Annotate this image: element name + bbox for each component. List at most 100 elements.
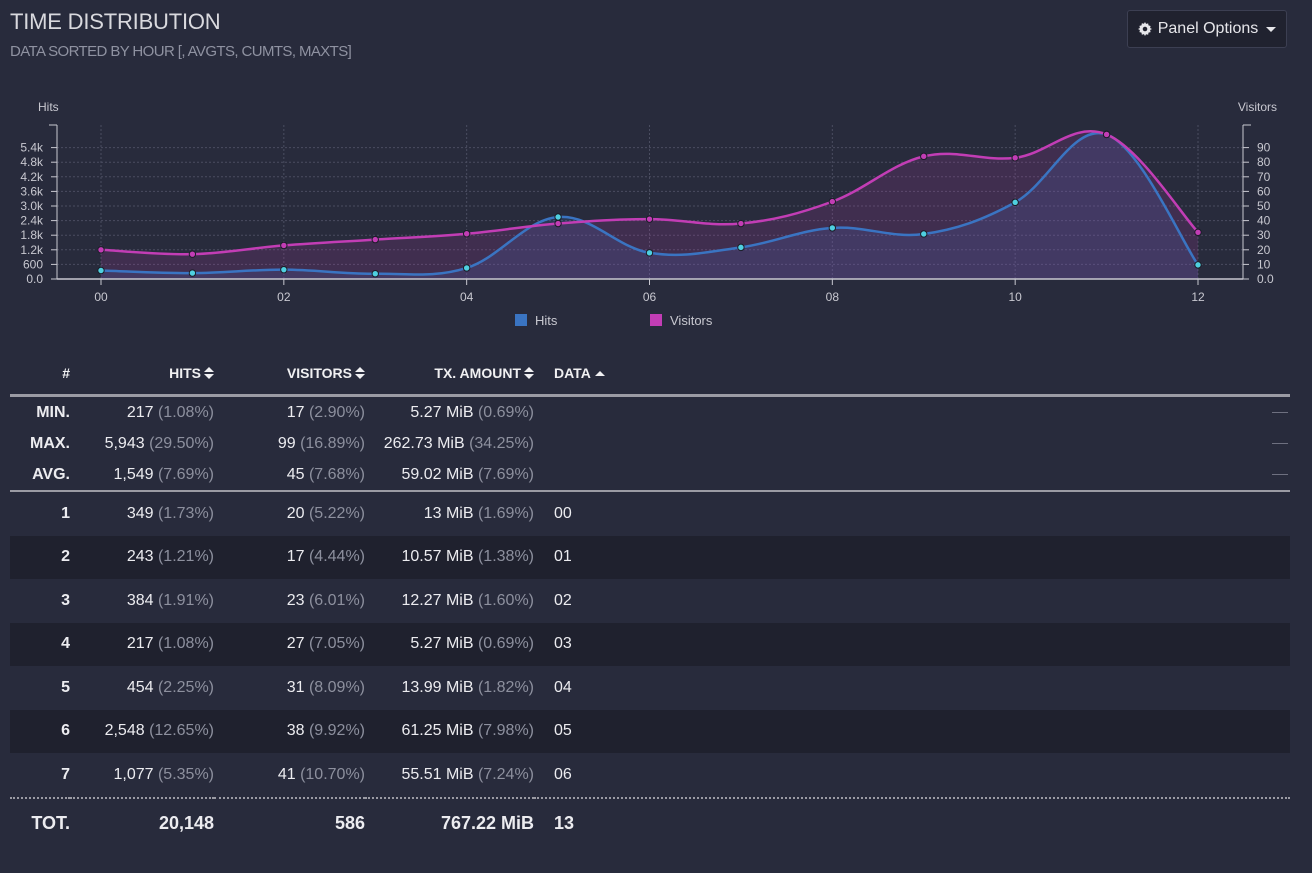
row-number-value: 5 [61,678,70,696]
hits-cell-percent: (12.65%) [149,722,214,740]
hits-cell-value: 454 [126,678,154,696]
tx-amount-cell-percent: (7.69%) [477,465,534,483]
sort-icon [355,367,365,379]
panel-options-label: Panel Options [1157,20,1259,37]
table-row[interactable]: 6 2,548 (12.65%) 38 (9.92%) 61.25 MiB (7.98… [10,709,1290,754]
visitors-cell-percent: (7.05%) [308,635,365,653]
row-number: 7 [10,753,70,798]
row-number: 6 [10,710,70,754]
legend-label-visitors: Visitors [670,313,713,328]
visitors-cell: 41 (10.70%) [214,753,365,798]
y-left-tick-label: 600 [23,257,43,271]
col-header-tx-amount[interactable]: TX. AMOUNT [365,352,534,396]
visitors-cell-percent: (9.92%) [308,722,365,740]
data-cell [534,428,1290,459]
visitors-cell-percent: (10.70%) [300,765,365,783]
visitors-cell-value: 31 [286,678,305,696]
dash-icon [1272,474,1288,475]
hits-point [737,243,745,252]
tx-amount-cell-value: 13 MiB [423,504,474,522]
gear-icon [1137,22,1152,36]
table-header-row: # HITS VISITORS TX. AMOUNT DATA [10,352,1290,396]
row-number: 2 [10,536,70,580]
hits-cell: 1,077 (5.35%) [70,753,214,798]
tx-amount-cell-percent: (1.60%) [477,591,534,609]
hits-cell-value: 243 [126,548,154,566]
visitors-point [371,235,379,244]
table-row[interactable]: 5 454 (2.25%) 31 (8.09%) 13.99 MiB (1.82%) 0… [10,666,1290,710]
visitors-cell-percent: (8.09%) [308,678,365,696]
data-cell: 05 [534,710,1290,754]
hits-cell: 5,943 (29.50%) [70,428,214,459]
hits-cell: 1,549 (7.69%) [70,459,214,491]
tx-amount-cell: 10.57 MiB (1.38%) [365,536,534,580]
tx-amount-cell-value: 12.27 MiB [401,591,474,609]
visitors-cell-percent: (7.68%) [308,465,365,483]
visitors-cell: 99 (16.89%) [214,428,365,459]
visitors-cell-value: 17 [286,403,305,421]
data-cell: 04 [534,666,1290,710]
x-tick-label: 06 [643,290,657,304]
sort-icon [204,367,214,379]
table-row[interactable]: 3 384 (1.91%) 23 (6.01%) 12.27 MiB (1.60%) 0… [10,579,1290,623]
hits-point [645,249,654,257]
row-number-value: 4 [61,635,70,653]
y-right-tick-label: 30 [1257,228,1271,242]
hits-cell-percent: (1.08%) [157,635,214,653]
hits-cell-value: 217 [126,403,154,421]
legend-swatch-hits [515,314,527,326]
row-number: 5 [10,666,70,710]
data-cell: 01 [534,536,1290,580]
tx-amount-cell-percent: (7.98%) [477,722,534,740]
tx-amount-cell-value: 13.99 MiB [401,678,474,696]
summary-label: MAX. [10,428,70,459]
col-header-num[interactable]: # [62,365,70,381]
y-right-tick-label: 50 [1257,199,1271,213]
data-cell-value: 01 [554,548,572,566]
visitors-cell: 20 (5.22%) [214,491,365,536]
visitors-point [462,230,471,238]
panel-subtitle: DATA SORTED BY HOUR [, AVGTS, CUMTS, MAX… [10,43,352,60]
col-header-hits[interactable]: HITS [70,352,214,396]
hits-point [828,224,837,232]
y-left-tick-label: 5.4k [20,141,44,155]
table-row[interactable]: 4 217 (1.08%) 27 (7.05%) 5.27 MiB (0.69%) 03 [10,622,1290,667]
table-row[interactable]: 7 1,077 (5.35%) 41 (10.70%) 55.51 MiB (7.24… [10,753,1290,798]
visitors-point [554,219,562,228]
total-row: TOT. 20,148 586 767.22 MiB 13 [10,797,1290,849]
x-tick-label: 00 [94,290,108,304]
hits-point [462,264,471,272]
hits-point [920,230,928,238]
col-header-data[interactable]: DATA [534,352,1290,396]
panel-options-button[interactable]: Panel Options [1127,10,1287,48]
visitors-point [188,250,197,258]
row-number-value: 1 [61,504,70,522]
tx-amount-cell-value: 5.27 MiB [410,635,474,653]
visitors-cell: 23 (6.01%) [214,579,365,623]
tx-amount-cell-value: 59.02 MiB [401,465,474,483]
table-row[interactable]: 1 349 (1.73%) 20 (5.22%) 13 MiB (1.69%) 00 [10,491,1290,536]
tx-amount-cell: 5.27 MiB (0.69%) [365,623,534,667]
visitors-point [737,219,745,228]
panel-title: TIME DISTRIBUTION [10,9,221,34]
total-visitors: 586 [214,798,365,849]
data-cell-value: 02 [554,591,572,609]
col-header-visitors[interactable]: VISITORS [214,352,365,396]
data-cell-value: 04 [554,678,572,696]
tx-amount-cell-value: 61.25 MiB [401,722,474,740]
summary-label: AVG. [10,459,70,491]
hits-point [188,269,197,277]
summary-row: MAX. 5,943 (29.50%) 99 (16.89%) 262.73 MiB … [10,428,1290,459]
total-label-value: TOT. [31,813,70,833]
table-row[interactable]: 2 243 (1.21%) 17 (4.44%) 10.57 MiB (1.38%) 0… [10,535,1290,580]
summary-row: MIN. 217 (1.08%) 17 (2.90%) 5.27 MiB (0.69%… [10,396,1290,429]
hits-cell-value: 349 [126,504,154,522]
total-hits-value: 20,148 [158,813,214,833]
row-number-value: 2 [61,548,70,566]
hits-cell: 384 (1.91%) [70,579,214,623]
summary-label-value: AVG. [32,465,70,483]
visitors-point [645,215,654,223]
tx-amount-cell: 61.25 MiB (7.98%) [365,710,534,754]
hits-cell-percent: (2.25%) [157,678,214,696]
y-right-tick-label: 10 [1257,257,1271,271]
